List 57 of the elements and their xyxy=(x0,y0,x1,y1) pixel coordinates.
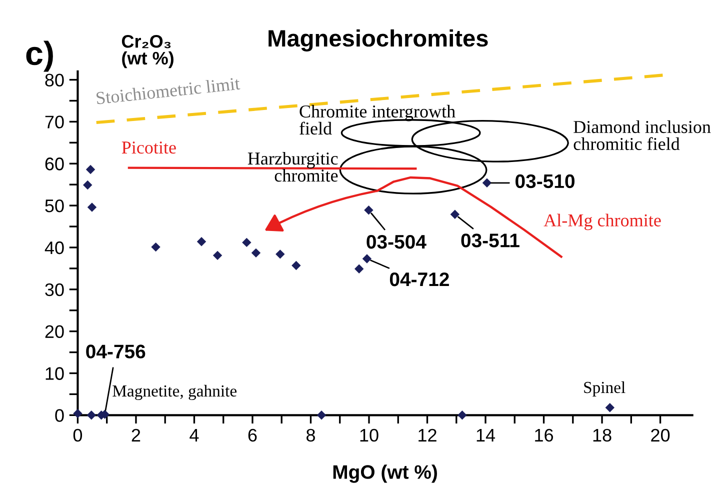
annotation: Al-Mg chromite xyxy=(544,214,661,230)
x-tick-label: 0 xyxy=(73,428,82,442)
annotation: Picotite xyxy=(122,142,176,154)
x-tick-label: 16 xyxy=(535,428,554,442)
point xyxy=(605,403,614,412)
y-axis-title: Cr₂O₃ (wt %) xyxy=(122,34,174,68)
y-tick-label: 40 xyxy=(44,241,64,254)
x-tick-label: 2 xyxy=(132,428,140,442)
annotation: Chromite intergrowth field xyxy=(300,104,456,135)
point xyxy=(458,410,467,420)
x-tick-label: 20 xyxy=(651,428,670,442)
point xyxy=(196,236,206,246)
point xyxy=(482,178,492,188)
point xyxy=(73,408,82,418)
y-tick-label: 0 xyxy=(55,409,64,422)
x-tick-label: 4 xyxy=(190,429,199,442)
annotation: Stoichiometric limit xyxy=(96,76,240,104)
y-tick-label: 10 xyxy=(46,367,64,380)
point xyxy=(316,410,326,420)
point xyxy=(362,254,372,264)
x-tick-label: 10 xyxy=(360,428,378,442)
y-tick-label: 20 xyxy=(45,325,64,338)
annotation: 03-511 xyxy=(461,234,520,248)
point xyxy=(86,164,96,174)
point xyxy=(450,210,460,219)
text: c) xyxy=(26,40,53,72)
point xyxy=(212,250,222,260)
x-tick-label: 18 xyxy=(593,428,612,442)
y-tick-label: 70 xyxy=(45,116,64,128)
point xyxy=(251,248,261,258)
point xyxy=(87,202,97,212)
y-tick-label: 30 xyxy=(45,283,64,296)
y-tick-label: 50 xyxy=(45,199,64,212)
point xyxy=(354,264,364,274)
annotation: Spinel xyxy=(584,381,626,397)
point xyxy=(364,206,374,215)
x-tick-label: 14 xyxy=(476,429,496,442)
annotation: 04-712 xyxy=(390,272,449,286)
point xyxy=(292,260,301,270)
point xyxy=(83,180,92,190)
annotation: 04-756 xyxy=(86,344,146,358)
point xyxy=(86,410,96,420)
annotation: Diamond inclusion chromitic field xyxy=(574,120,711,150)
x-tick-label: 6 xyxy=(248,428,257,442)
point xyxy=(151,242,160,252)
x-tick-label: 8 xyxy=(306,428,315,442)
chart-title: Magnesiochromites xyxy=(268,29,488,52)
annotation: Harzburgitic chromite xyxy=(248,152,338,182)
y-tick-label: 80 xyxy=(45,74,64,86)
point xyxy=(242,238,252,248)
annotation: Magnetite, gahnite xyxy=(112,384,237,400)
annotation: 03-504 xyxy=(366,234,426,249)
annotation: 03-510 xyxy=(516,174,574,188)
x-axis-title: MgO (wt %) xyxy=(333,464,437,483)
y-tick-label: 60 xyxy=(45,158,64,170)
x-tick-label: 12 xyxy=(418,428,436,442)
point xyxy=(276,250,285,259)
